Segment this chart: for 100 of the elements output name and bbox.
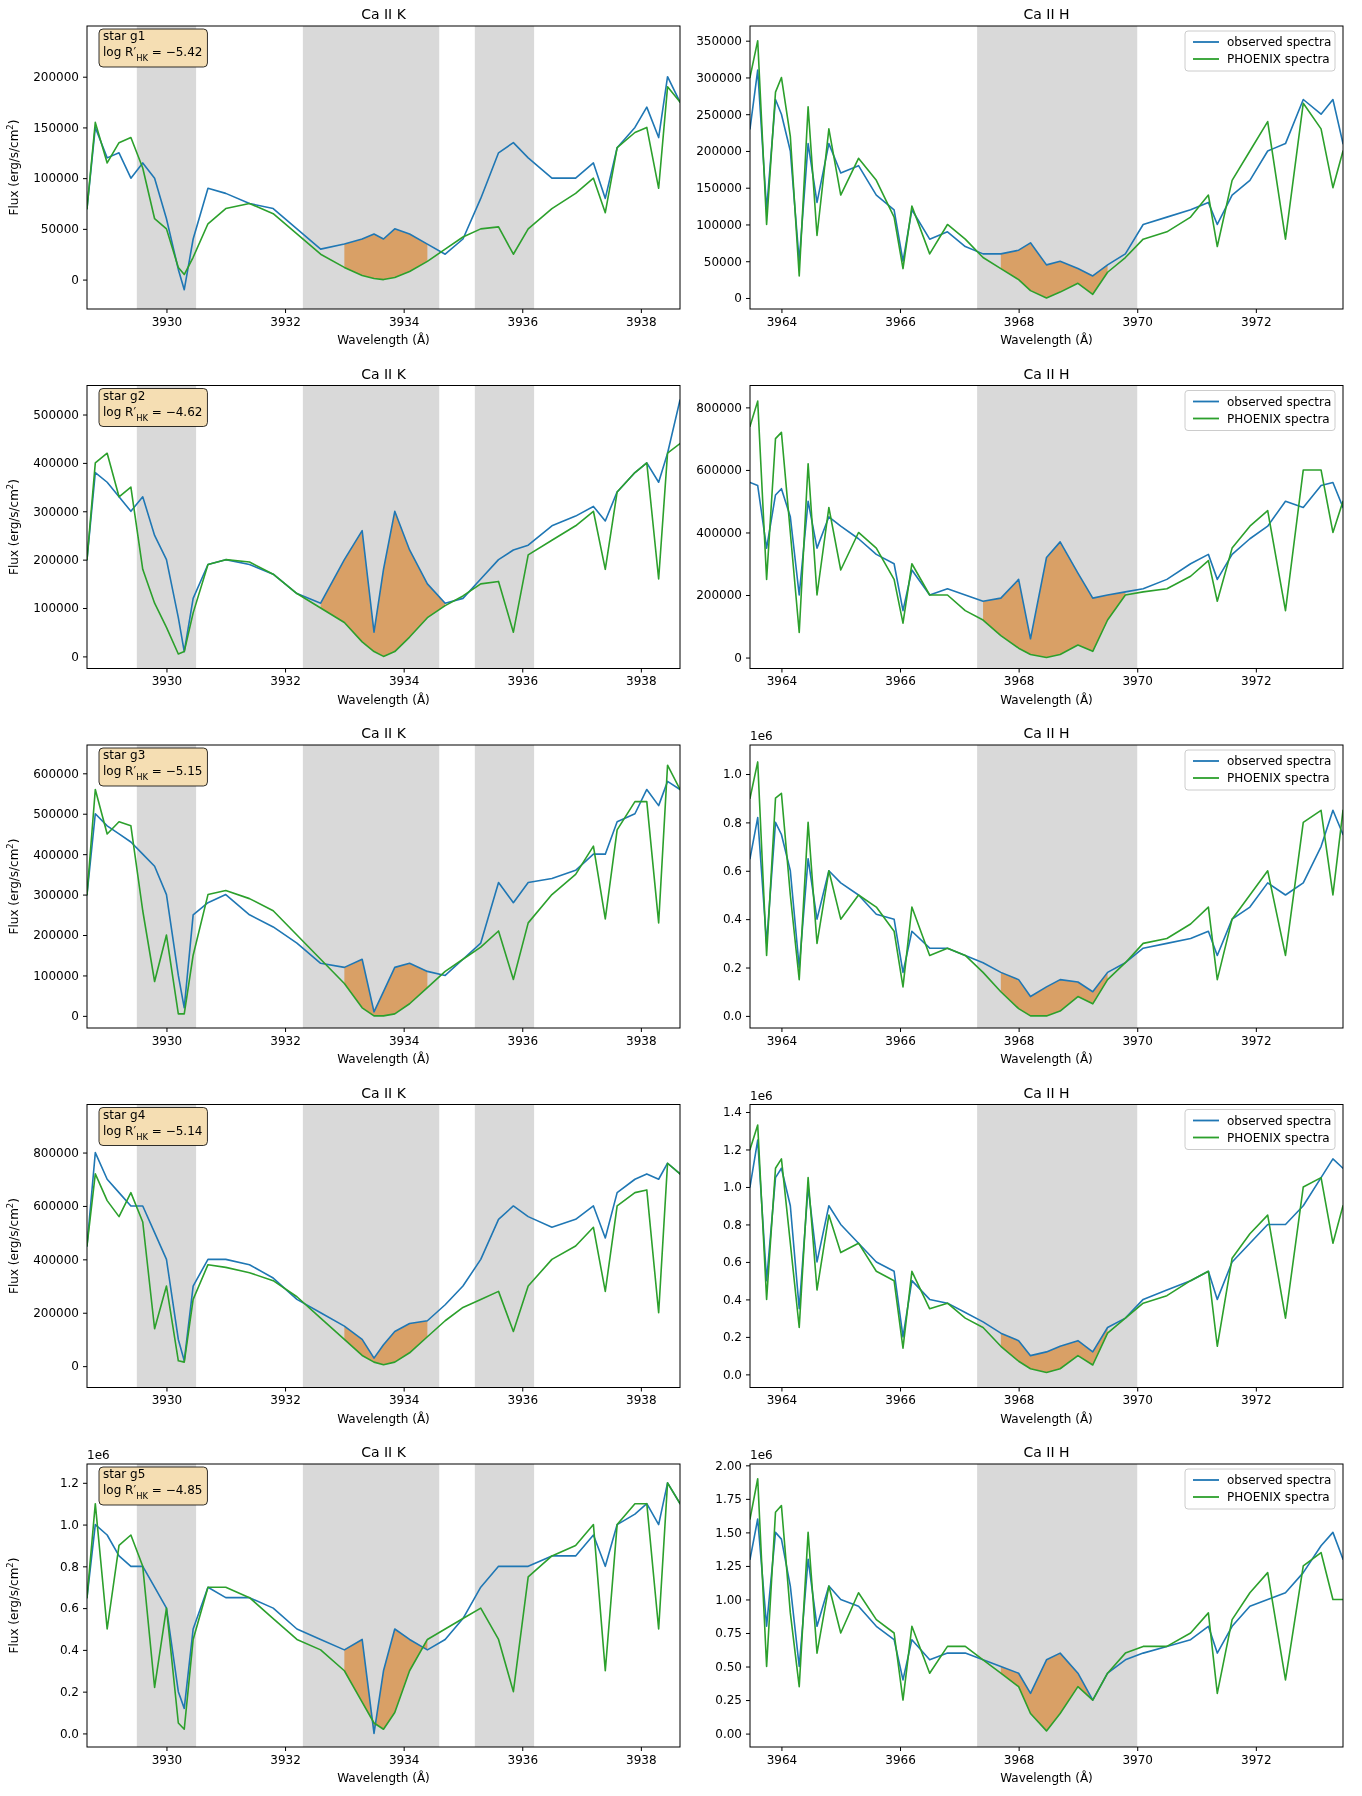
x-axis-title: Wavelength (Å) — [1000, 332, 1093, 347]
y-tick-label: 0.0 — [59, 1726, 79, 1741]
y-tick-label: 400000 — [33, 847, 79, 862]
x-axis-title: Wavelength (Å) — [337, 332, 430, 347]
chart-title: Ca II K — [361, 725, 407, 741]
y-tick-label: 50000 — [703, 254, 742, 269]
y-tick-label: 1.00 — [715, 1592, 742, 1607]
y-tick-label: 0 — [71, 1009, 79, 1024]
x-tick-label: 3964 — [766, 674, 798, 689]
x-tick-label: 3934 — [388, 1393, 420, 1408]
y-tick-label: 200000 — [696, 588, 742, 603]
y-tick-label: 0.4 — [722, 1292, 742, 1307]
y-tick-label: 500000 — [33, 407, 79, 422]
x-tick-label: 3970 — [1122, 674, 1153, 689]
y-tick-label: 500000 — [33, 807, 79, 822]
chart-title: Ca II K — [361, 365, 407, 382]
y-tick-label: 0 — [71, 272, 79, 287]
x-axis-title: Wavelength (Å) — [337, 691, 430, 707]
y-tick-label: 0.75 — [715, 1626, 742, 1641]
y-tick-label: 0.25 — [715, 1693, 742, 1708]
y-tick-label: 600000 — [696, 463, 742, 478]
x-tick-label: 3972 — [1241, 674, 1272, 689]
y-tick-label: 0.6 — [722, 864, 742, 879]
y-tick-label: 0.00 — [715, 1726, 742, 1741]
x-tick-label: 3934 — [388, 314, 420, 329]
y-tick-label: 0.6 — [722, 1255, 742, 1270]
text: 1e6 — [750, 729, 773, 743]
x-tick-label: 3938 — [626, 314, 657, 329]
y-tick-label: 250000 — [696, 107, 742, 122]
y-tick-label: 150000 — [33, 120, 79, 135]
legend-label: observed spectra — [1227, 1473, 1332, 1487]
chart-title: Ca II K — [361, 1444, 407, 1460]
y-tick-label: 1.2 — [722, 1142, 742, 1157]
y-tick-label: 200000 — [33, 552, 79, 567]
y-tick-label: 200000 — [33, 928, 79, 943]
y-tick-label: 800000 — [33, 1145, 79, 1160]
y-tick-label: 600000 — [33, 766, 79, 781]
x-tick-label: 3936 — [507, 674, 539, 689]
x-tick-label: 3936 — [507, 1393, 539, 1408]
x-tick-label: 3970 — [1122, 1752, 1153, 1767]
x-tick-label: 3936 — [507, 314, 539, 329]
x-tick-label: 3968 — [1003, 1033, 1035, 1048]
y-tick-label: 0.50 — [715, 1659, 742, 1674]
y-tick-label: 200000 — [33, 70, 79, 85]
x-tick-label: 3938 — [626, 674, 657, 689]
x-tick-label: 3938 — [626, 1752, 657, 1767]
y-tick-label: 100000 — [33, 171, 79, 186]
y-tick-label: 0.2 — [59, 1684, 79, 1699]
x-tick-label: 3932 — [270, 1752, 301, 1767]
legend-label: PHOENIX spectra — [1227, 1490, 1330, 1504]
y-tick-label: 350000 — [696, 34, 742, 49]
y-tick-label: 0 — [71, 649, 79, 664]
legend-label: PHOENIX spectra — [1227, 52, 1330, 66]
y-tick-label: 300000 — [33, 504, 79, 519]
x-tick-label: 3932 — [270, 1393, 301, 1408]
text: 1e6 — [750, 1448, 773, 1462]
x-axis-title: Wavelength (Å) — [337, 1770, 430, 1785]
legend-label: observed spectra — [1227, 1113, 1332, 1128]
y-tick-label: 0.0 — [722, 1367, 742, 1382]
y-tick-label: 1.25 — [715, 1559, 742, 1574]
y-tick-label: 400000 — [33, 1252, 79, 1267]
x-tick-label: 3966 — [885, 1752, 916, 1767]
x-tick-label: 3934 — [388, 1033, 420, 1048]
y-tick-label: 100000 — [33, 601, 79, 616]
x-tick-label: 3970 — [1122, 314, 1153, 329]
chart-title: Ca II H — [1023, 365, 1070, 382]
line-series — [750, 481, 1343, 640]
chart-title: Ca II H — [1023, 1084, 1070, 1101]
x-tick-label: 3966 — [885, 1033, 916, 1048]
legend-label: PHOENIX spectra — [1227, 771, 1330, 785]
x-tick-label: 3932 — [270, 674, 301, 689]
x-tick-label: 3964 — [766, 1033, 798, 1048]
x-tick-label: 3968 — [1003, 1393, 1035, 1408]
legend-label: observed spectra — [1227, 394, 1332, 409]
x-tick-label: 3972 — [1241, 314, 1272, 329]
y-tick-label: 0.6 — [59, 1601, 79, 1616]
line-series — [750, 69, 1343, 277]
chart-title: Ca II H — [1023, 1444, 1070, 1460]
x-tick-label: 3972 — [1241, 1033, 1272, 1048]
x-tick-label: 3936 — [507, 1752, 539, 1767]
x-tick-label: 3932 — [270, 314, 301, 329]
chart-title: Ca II K — [361, 6, 407, 22]
x-tick-label: 3966 — [885, 1393, 916, 1408]
y-tick-label: 50000 — [40, 222, 79, 237]
x-tick-label: 3972 — [1241, 1393, 1272, 1408]
x-tick-label: 3930 — [151, 1752, 183, 1767]
x-tick-label: 3936 — [507, 1033, 539, 1048]
y-tick-label: 1.0 — [722, 767, 742, 782]
x-tick-label: 3934 — [388, 674, 420, 689]
line-series — [87, 442, 680, 658]
x-tick-label: 3938 — [626, 1393, 657, 1408]
y-tick-label: 200000 — [33, 1306, 79, 1321]
y-tick-label: 200000 — [696, 144, 742, 159]
y-tick-label: 600000 — [33, 1199, 79, 1214]
y-tick-label: 0.2 — [722, 960, 742, 975]
x-axis-title: Wavelength (Å) — [1000, 1051, 1093, 1066]
x-axis-title: Wavelength (Å) — [337, 1410, 430, 1426]
x-axis-title: Wavelength (Å) — [337, 1051, 430, 1066]
y-tick-label: 1.0 — [59, 1517, 79, 1532]
y-tick-label: 1.50 — [715, 1525, 742, 1540]
